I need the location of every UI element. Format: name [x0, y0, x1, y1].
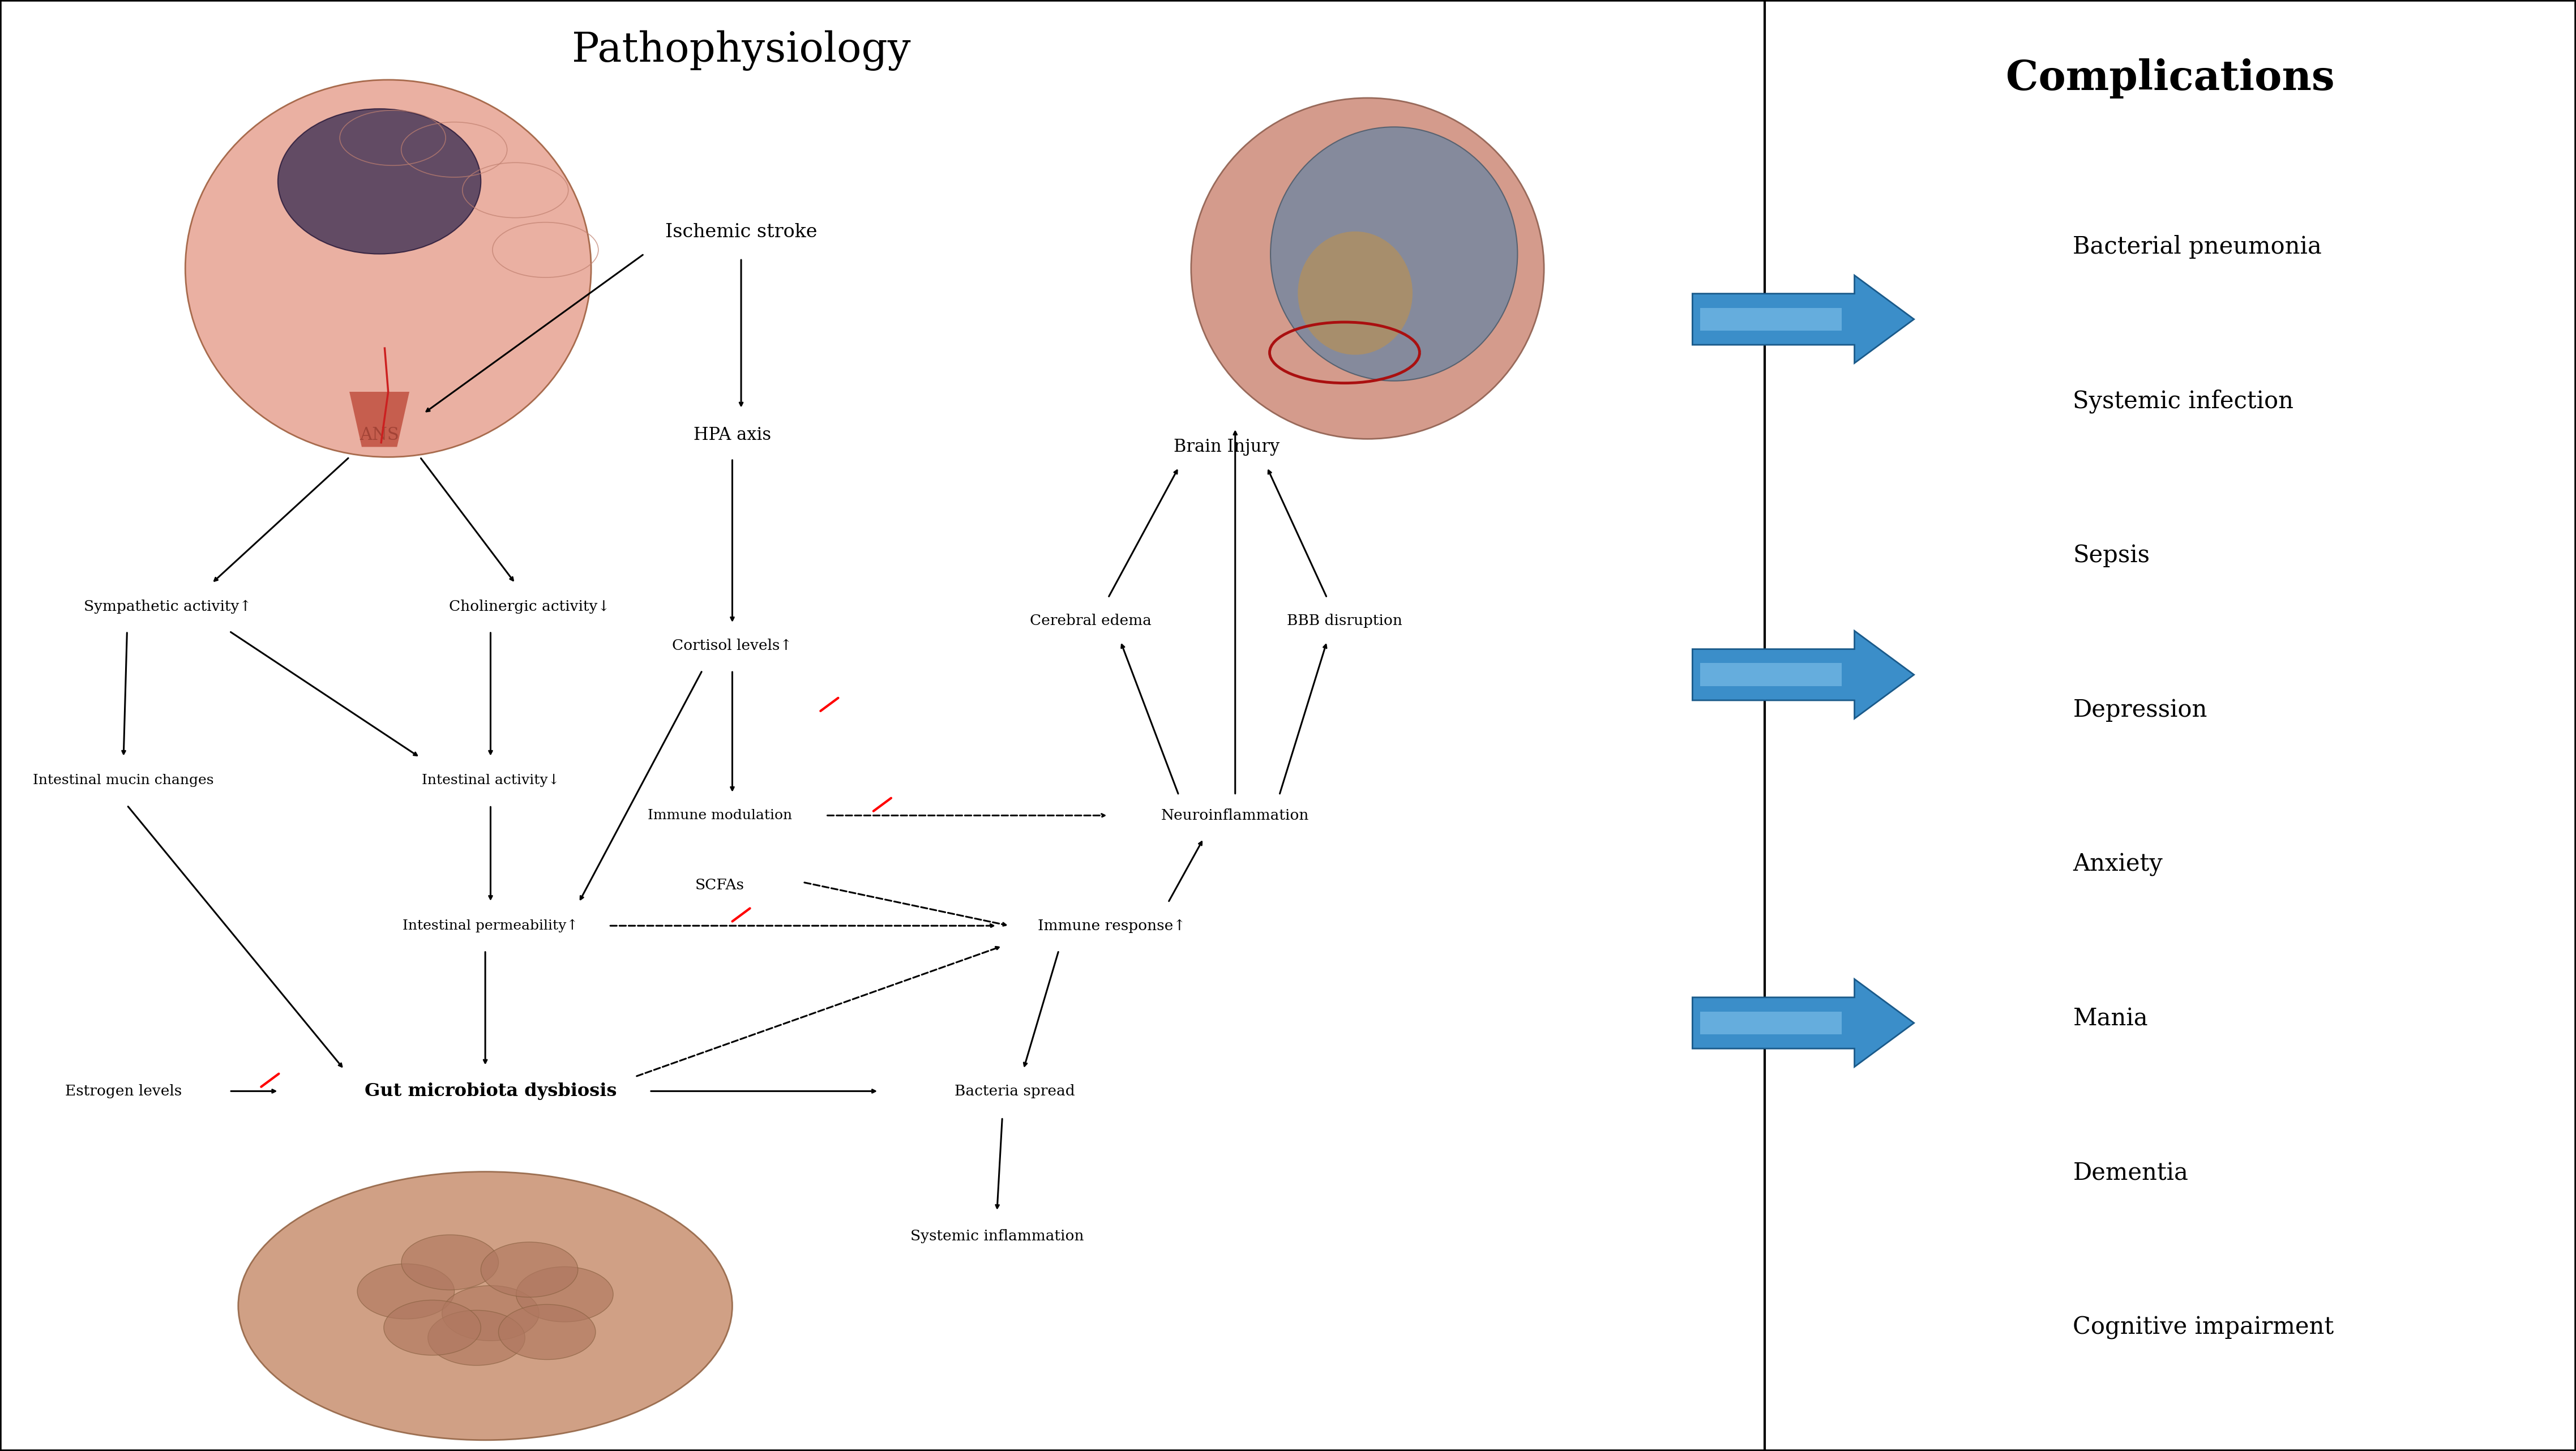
Polygon shape: [350, 392, 410, 447]
Ellipse shape: [278, 109, 482, 254]
Ellipse shape: [1270, 128, 1517, 382]
Text: Anxiety: Anxiety: [2074, 853, 2164, 876]
Text: Intestinal mucin changes: Intestinal mucin changes: [33, 775, 214, 786]
Text: Immune response↑: Immune response↑: [1038, 918, 1185, 933]
Text: Intestinal activity↓: Intestinal activity↓: [422, 773, 559, 788]
Ellipse shape: [515, 1267, 613, 1322]
Ellipse shape: [402, 1235, 500, 1290]
Ellipse shape: [185, 80, 590, 457]
Text: Brain Injury: Brain Injury: [1172, 438, 1280, 456]
Text: Gut microbiota dysbiosis: Gut microbiota dysbiosis: [363, 1082, 616, 1100]
Text: Estrogen levels: Estrogen levels: [64, 1084, 183, 1098]
Text: SCFAs: SCFAs: [696, 878, 744, 892]
Text: Complications: Complications: [2007, 58, 2334, 99]
Ellipse shape: [428, 1310, 526, 1365]
Ellipse shape: [1190, 99, 1543, 438]
Text: ANS: ANS: [361, 427, 399, 444]
Text: Immune modulation: Immune modulation: [647, 810, 793, 821]
Ellipse shape: [358, 1264, 453, 1319]
Text: Bacterial pneumonia: Bacterial pneumonia: [2074, 235, 2321, 258]
Text: BBB disruption: BBB disruption: [1288, 614, 1401, 628]
Text: Dementia: Dementia: [2074, 1161, 2190, 1185]
Ellipse shape: [1298, 231, 1412, 354]
Ellipse shape: [443, 1286, 538, 1341]
Text: Depression: Depression: [2074, 698, 2208, 721]
Text: Intestinal permeability↑: Intestinal permeability↑: [402, 918, 580, 933]
Text: Sepsis: Sepsis: [2074, 544, 2151, 567]
Ellipse shape: [384, 1300, 482, 1355]
Ellipse shape: [482, 1242, 577, 1297]
Ellipse shape: [500, 1304, 595, 1360]
Text: Cholinergic activity↓: Cholinergic activity↓: [448, 599, 611, 614]
Text: HPA axis: HPA axis: [693, 427, 770, 444]
Text: Cognitive impairment: Cognitive impairment: [2074, 1316, 2334, 1339]
Text: Systemic infection: Systemic infection: [2074, 389, 2293, 414]
Text: Cortisol levels↑: Cortisol levels↑: [672, 638, 793, 653]
Text: Neuroinflammation: Neuroinflammation: [1162, 808, 1309, 823]
Text: Sympathetic activity↑: Sympathetic activity↑: [82, 599, 252, 614]
Text: Mania: Mania: [2074, 1007, 2148, 1030]
Text: Ischemic stroke: Ischemic stroke: [665, 223, 817, 241]
Ellipse shape: [237, 1172, 732, 1439]
Text: Pathophysiology: Pathophysiology: [572, 30, 909, 71]
Text: Cerebral edema: Cerebral edema: [1030, 614, 1151, 628]
Text: Systemic inflammation: Systemic inflammation: [909, 1229, 1084, 1244]
Text: Bacteria spread: Bacteria spread: [956, 1084, 1074, 1098]
